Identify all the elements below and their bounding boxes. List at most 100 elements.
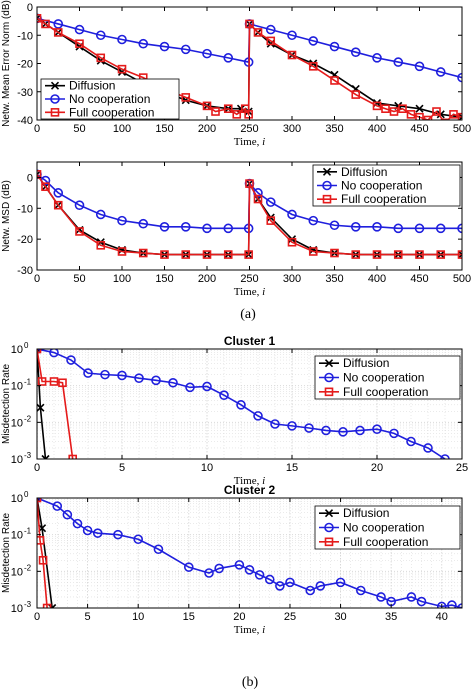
data-point bbox=[457, 72, 462, 83]
legend-marker bbox=[324, 372, 334, 383]
x-tick-label: 0 bbox=[34, 123, 40, 135]
data-point bbox=[41, 454, 50, 459]
data-point bbox=[304, 423, 314, 433]
data-point bbox=[265, 24, 276, 35]
data-point bbox=[244, 565, 255, 575]
data-point bbox=[117, 64, 127, 74]
data-point bbox=[62, 509, 73, 520]
data-point bbox=[435, 67, 446, 77]
y-tick-label: 10 bbox=[11, 381, 23, 393]
data-point bbox=[406, 110, 416, 119]
y-tick-label: 10 bbox=[11, 417, 23, 429]
x-tick-label: 100 bbox=[113, 123, 131, 135]
y-tick-label: 10 bbox=[11, 454, 23, 466]
data-point bbox=[457, 112, 462, 120]
data-point bbox=[138, 248, 148, 258]
x-tick-label: 300 bbox=[283, 273, 301, 285]
data-point bbox=[372, 250, 382, 259]
data-point bbox=[38, 555, 48, 565]
series-group bbox=[37, 13, 462, 120]
data-point bbox=[117, 215, 127, 226]
data-point bbox=[265, 197, 276, 207]
data-point bbox=[53, 19, 64, 29]
data-point bbox=[315, 581, 326, 591]
legend-marker bbox=[324, 522, 334, 533]
x-tick-label: 150 bbox=[155, 123, 173, 135]
data-point bbox=[37, 403, 45, 412]
y-tick-exponent: 0 bbox=[24, 341, 29, 350]
x-tick-label: 30 bbox=[334, 611, 346, 623]
legend-label: Diffusion bbox=[343, 356, 389, 370]
legend-label: Diffusion bbox=[341, 165, 387, 179]
data-point bbox=[37, 498, 42, 503]
x-tick-label: 100 bbox=[113, 273, 131, 285]
data-point bbox=[416, 596, 427, 607]
legend-marker bbox=[50, 108, 60, 117]
y-tick-exponent: -2 bbox=[24, 414, 32, 423]
data-point bbox=[75, 227, 84, 236]
data-point bbox=[253, 28, 263, 37]
x-tick-label: 15 bbox=[183, 611, 195, 623]
legend-label: Diffusion bbox=[343, 506, 389, 520]
data-point bbox=[253, 194, 263, 204]
data-point bbox=[37, 14, 42, 23]
y-tick-exponent: 0 bbox=[24, 490, 29, 499]
data-point bbox=[37, 170, 42, 179]
data-point bbox=[96, 53, 106, 63]
y-axis-label: Misdetection Rate bbox=[1, 513, 12, 593]
data-point bbox=[287, 50, 297, 60]
x-tick-label: 300 bbox=[283, 123, 301, 135]
data-point bbox=[351, 90, 361, 99]
x-tick-label: 25 bbox=[456, 462, 468, 474]
data-point bbox=[53, 188, 64, 198]
x-tick-label: 40 bbox=[436, 611, 448, 623]
data-point bbox=[159, 41, 170, 52]
data-point bbox=[406, 436, 416, 447]
x-tick-label: 35 bbox=[385, 611, 397, 623]
data-point bbox=[181, 250, 191, 259]
data-point bbox=[275, 581, 285, 591]
series-line-2 bbox=[37, 349, 74, 459]
data-point bbox=[223, 104, 233, 113]
data-point bbox=[202, 48, 212, 59]
x-tick-label: 500 bbox=[453, 123, 471, 135]
y-tick-label: 10 bbox=[11, 493, 23, 505]
chart-msd: 0 50 100 150 200 250 300 350 400 450 500 0 -10 -20 -30… bbox=[1, 161, 471, 298]
caption-a: (a) bbox=[240, 307, 256, 322]
data-point bbox=[244, 250, 253, 259]
x-tick-label: 250 bbox=[240, 273, 258, 285]
data-point bbox=[287, 209, 297, 220]
data-point bbox=[181, 93, 191, 102]
data-point bbox=[53, 28, 63, 37]
x-tick-label: 450 bbox=[410, 123, 428, 135]
x-tick-label: 250 bbox=[240, 123, 258, 135]
x-axis-label: Time, i bbox=[234, 136, 265, 148]
data-point bbox=[74, 200, 85, 210]
data-point bbox=[414, 223, 425, 234]
legend-label: No cooperation bbox=[343, 371, 424, 385]
y-tick-label: 10 bbox=[11, 344, 23, 356]
data-point bbox=[406, 592, 417, 602]
data-point bbox=[266, 216, 276, 225]
data-point bbox=[287, 237, 297, 247]
data-point bbox=[134, 373, 144, 383]
data-point bbox=[415, 112, 424, 120]
data-point bbox=[214, 563, 224, 574]
legend-label: Full cooperation bbox=[341, 192, 426, 206]
axes-frame bbox=[36, 348, 463, 460]
data-point bbox=[160, 250, 169, 259]
x-tick-label: 5 bbox=[85, 611, 91, 623]
data-point bbox=[180, 222, 191, 232]
legend-label: Full cooperation bbox=[343, 535, 428, 549]
data-point bbox=[355, 425, 365, 436]
data-point bbox=[42, 603, 52, 608]
data-point bbox=[153, 544, 164, 555]
y-tick-exponent: -1 bbox=[24, 527, 32, 536]
data-point bbox=[372, 424, 382, 434]
data-point bbox=[440, 118, 450, 120]
data-point bbox=[330, 248, 339, 258]
data-point bbox=[432, 107, 441, 116]
data-point bbox=[37, 377, 47, 386]
series-group bbox=[37, 498, 462, 608]
